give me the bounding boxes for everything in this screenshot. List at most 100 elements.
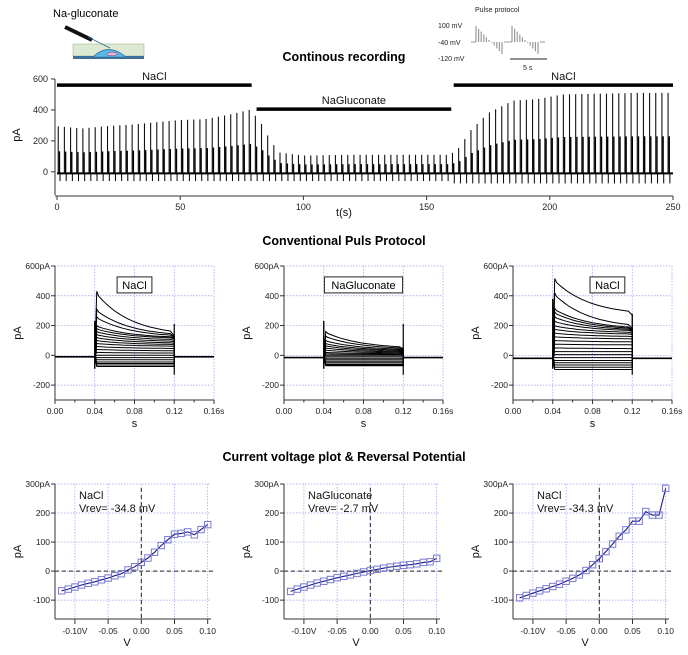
pulse-xlabel: s bbox=[132, 418, 138, 430]
pulse-xtick-label: 0.08 bbox=[355, 406, 372, 416]
iv-chart-nacl-1: -100 0 100 200 300pA -0.10V -0.05 0.00 0.05 0.10 V… bbox=[12, 479, 216, 649]
pulse-sweep bbox=[94, 330, 175, 357]
iv-data-point bbox=[661, 484, 670, 493]
continuous-xtick-label: 150 bbox=[419, 202, 434, 212]
pulse-sweep bbox=[323, 330, 404, 358]
pulse-xtick-label: 0.16s bbox=[662, 406, 683, 416]
iv-xtick-label: -0.10V bbox=[291, 626, 316, 636]
iv-ytick-label: -100 bbox=[491, 595, 508, 605]
pipette-holder-icon bbox=[64, 25, 93, 42]
pulse-ytick-label: 400 bbox=[494, 291, 508, 301]
pulse-xtick-label: 0.12 bbox=[166, 406, 183, 416]
solution-bar-label: NaCl bbox=[142, 71, 166, 83]
pulse-sweep bbox=[552, 343, 633, 359]
pulse-sweep bbox=[552, 351, 633, 359]
pipette-label: Na-gluconate bbox=[53, 8, 118, 20]
iv-data-point bbox=[137, 558, 145, 567]
iv-xtick-label: -0.05 bbox=[556, 626, 576, 636]
pulse-sweep bbox=[94, 324, 175, 357]
pulse-ytick-label: 200 bbox=[494, 321, 508, 331]
pulse-sweep bbox=[323, 353, 404, 358]
solution-bar-label: NaCl bbox=[551, 71, 575, 83]
iv-xlabel: V bbox=[123, 637, 131, 649]
nucleus-icon bbox=[106, 51, 118, 57]
pulse-sweep bbox=[552, 357, 633, 362]
iv-curve bbox=[290, 557, 437, 592]
continuous-ytick-label: 0 bbox=[43, 167, 48, 177]
continuous-ylabel: pA bbox=[11, 128, 23, 142]
pulse-sweep bbox=[552, 354, 633, 359]
condition-label-box bbox=[589, 276, 626, 294]
iv-xtick-label: 0.05 bbox=[624, 626, 641, 636]
pulse-sweep bbox=[552, 358, 633, 364]
iv-ytick-label: 300pA bbox=[254, 479, 279, 489]
continuous-xtick-label: 200 bbox=[542, 202, 557, 212]
level-minus40mv: -40 mV bbox=[438, 40, 461, 47]
continuous-ytick-label: 600 bbox=[33, 74, 48, 84]
iv-data-point bbox=[655, 511, 663, 519]
pulse-xtick-label: 0.00 bbox=[276, 406, 293, 416]
pulse-sweep bbox=[94, 339, 175, 357]
pulse-chart-nagluconate: -200 0 200 400 600pA 0.00 0.04 0.08 0.12 0.16s s pA… bbox=[241, 261, 453, 430]
pulse-sweep bbox=[552, 311, 633, 359]
iv-data-point bbox=[588, 561, 597, 569]
pulse-sweep bbox=[323, 357, 404, 367]
pulse-ytick-label: 600pA bbox=[483, 261, 508, 271]
iv-vrev-label: Vrev= -2.7 mV bbox=[308, 503, 379, 515]
pipette-illustration: Na-gluconate bbox=[53, 8, 145, 59]
pulse-sweep bbox=[94, 356, 175, 367]
iv-xtick-label: 0.00 bbox=[133, 626, 150, 636]
pulse-sweep bbox=[94, 327, 175, 357]
pulse-sweep bbox=[94, 356, 175, 359]
iv-ylabel: pA bbox=[12, 544, 24, 558]
iv-xtick-label: 0.10 bbox=[657, 626, 674, 636]
pulse-xtick-label: 0.16s bbox=[433, 406, 454, 416]
pulse-xtick-label: 0.04 bbox=[544, 406, 561, 416]
iv-data-point bbox=[575, 571, 584, 579]
iv-ylabel: pA bbox=[241, 544, 253, 558]
pulse-sweep bbox=[94, 351, 175, 358]
pulse-chart-nacl-2: -200 0 200 400 600pA 0.00 0.04 0.08 0.12 0.16s s pA… bbox=[470, 261, 682, 430]
condition-label: NaGluconate bbox=[331, 280, 395, 292]
iv-chart-nacl-2: -100 0 100 200 300pA -0.10V -0.05 0.00 0.05 0.10 V… bbox=[470, 479, 674, 649]
iv-ytick-label: -100 bbox=[33, 595, 50, 605]
continuous-recording-chart: pA t(s) 0 200 400 600 0 50 100 150 200 250 NaCl NaG… bbox=[11, 71, 681, 219]
pulse-sweep bbox=[94, 348, 175, 357]
continuous-ytick-label: 400 bbox=[33, 105, 48, 115]
pulse-xtick-label: 0.12 bbox=[395, 406, 412, 416]
iv-xtick-label: -0.10V bbox=[62, 626, 87, 636]
pulse-sweep bbox=[323, 339, 404, 358]
pulse-sweep bbox=[94, 291, 175, 357]
pulse-sweep bbox=[552, 292, 633, 359]
pulse-sweep bbox=[323, 357, 404, 366]
iv-xtick-label: 0.00 bbox=[591, 626, 608, 636]
iv-ytick-label: 200 bbox=[36, 508, 50, 518]
pulse-sweep bbox=[552, 339, 633, 359]
iv-ytick-label: -100 bbox=[262, 595, 279, 605]
iv-xlabel: V bbox=[352, 637, 360, 649]
pulse-ytick-label: 200 bbox=[36, 321, 50, 331]
pulse-xtick-label: 0.04 bbox=[86, 406, 103, 416]
continuous-xtick-label: 50 bbox=[175, 202, 185, 212]
iv-data-point bbox=[164, 536, 172, 544]
iv-ytick-label: 100 bbox=[36, 537, 50, 547]
pulse-xtick-label: 0.12 bbox=[624, 406, 641, 416]
pulse-xlabel: s bbox=[590, 418, 596, 430]
iv-ytick-label: 100 bbox=[265, 537, 279, 547]
iv-data-point bbox=[150, 548, 159, 556]
pulse-sweep bbox=[323, 347, 404, 358]
iv-xtick-label: -0.10V bbox=[520, 626, 545, 636]
pulse-xlabel: s bbox=[361, 418, 367, 430]
pulse-sweep bbox=[323, 344, 404, 358]
pulse-sweep bbox=[94, 354, 175, 358]
iv-data-point bbox=[582, 566, 590, 575]
iv-title: Current voltage plot & Reversal Potentia… bbox=[222, 450, 465, 464]
iv-curve bbox=[61, 524, 209, 592]
iv-condition-label: NaGluconate bbox=[308, 490, 372, 502]
iv-data-point bbox=[157, 541, 165, 550]
iv-ytick-label: 300pA bbox=[25, 479, 50, 489]
pulse-sweep bbox=[552, 358, 633, 366]
iv-ytick-label: 0 bbox=[503, 566, 508, 576]
coverslip bbox=[73, 56, 144, 59]
